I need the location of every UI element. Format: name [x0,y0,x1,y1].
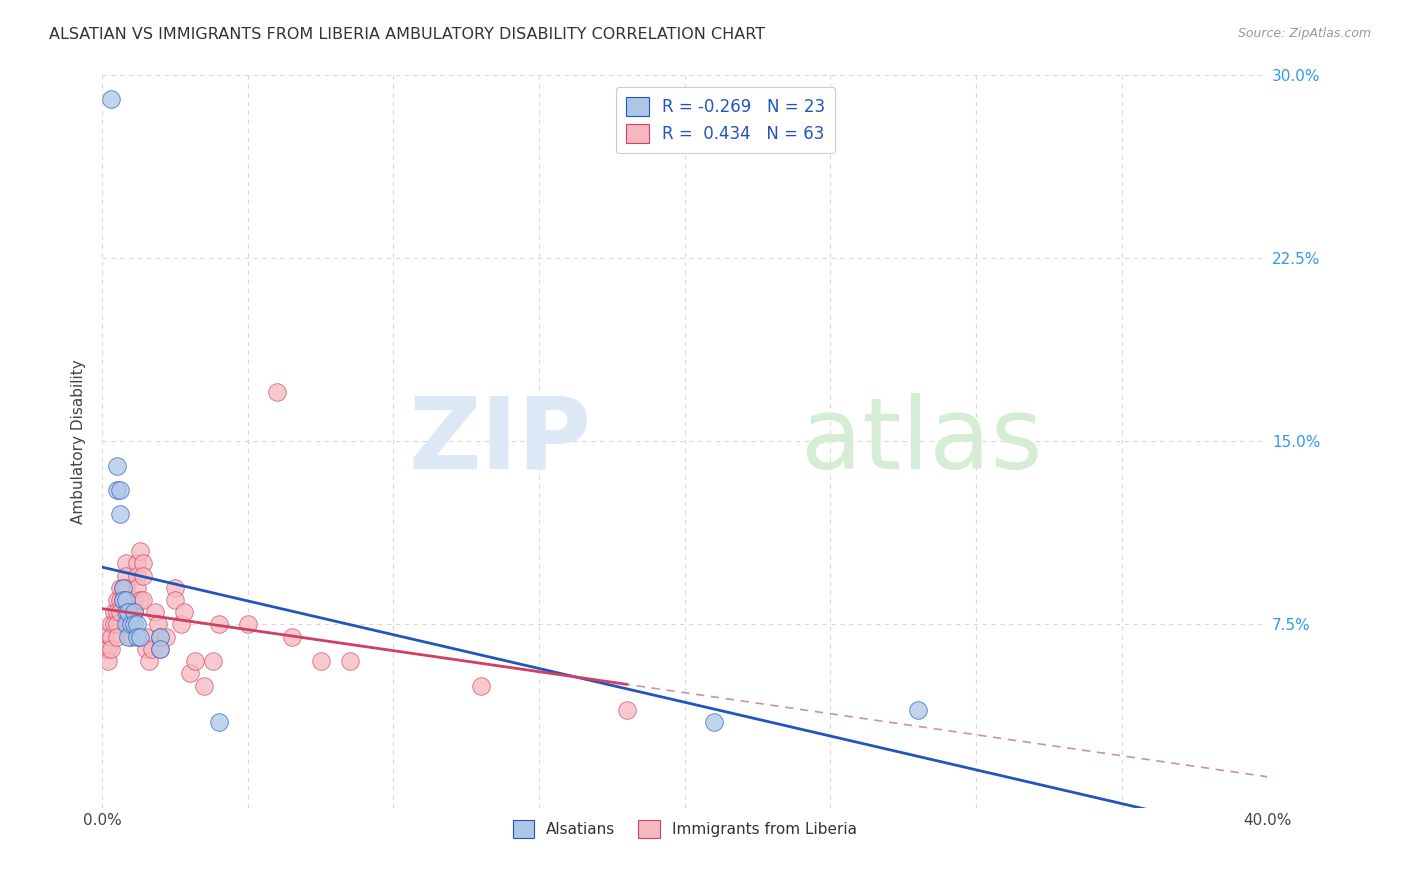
Point [208,617,231,632]
Point [208,715,231,730]
Point [149,630,172,644]
Point [108,593,131,607]
Point [111,581,134,595]
Point [114,617,136,632]
Point [105,617,128,632]
Point [266,385,288,400]
Point [141,641,163,656]
Point [193,679,215,693]
Point [108,483,131,497]
Point [146,617,169,632]
Text: ZIP: ZIP [409,392,592,490]
Point [127,568,149,582]
Point [163,581,186,595]
Point [108,508,131,522]
Point [280,630,302,644]
Point [155,630,177,644]
Point [149,641,172,656]
Text: atlas: atlas [801,392,1043,490]
Point [143,605,166,619]
Point [105,605,128,619]
Point [149,630,172,644]
Point [120,630,142,644]
Point [97,654,120,668]
Point [94,641,117,656]
Point [127,557,149,571]
Point [122,605,145,619]
Point [129,544,152,558]
Point [105,483,128,497]
Point [114,568,136,582]
Point [163,593,186,607]
Point [129,630,152,644]
Point [132,593,155,607]
Point [127,630,149,644]
Point [149,641,172,656]
Point [120,605,142,619]
Point [111,593,134,607]
Point [127,581,149,595]
Point [105,458,128,473]
Point [114,605,136,619]
Point [94,630,117,644]
Point [103,605,125,619]
Point [122,617,145,632]
Point [135,630,157,644]
Point [117,605,139,619]
Point [120,617,142,632]
Point [120,593,142,607]
Y-axis label: Ambulatory Disability: Ambulatory Disability [72,359,86,524]
Point [111,581,134,595]
Point [703,715,725,730]
Point [907,703,929,717]
Point [105,593,128,607]
Point [108,581,131,595]
Point [108,605,131,619]
Point [117,617,139,632]
Point [100,617,122,632]
Point [616,703,638,717]
Text: ALSATIAN VS IMMIGRANTS FROM LIBERIA AMBULATORY DISABILITY CORRELATION CHART: ALSATIAN VS IMMIGRANTS FROM LIBERIA AMBU… [49,27,765,42]
Point [122,593,145,607]
Point [122,605,145,619]
Point [470,679,492,693]
Point [184,654,207,668]
Point [100,630,122,644]
Point [132,568,155,582]
Point [135,641,157,656]
Point [111,593,134,607]
Point [97,641,120,656]
Point [114,593,136,607]
Point [103,617,125,632]
Point [100,641,122,656]
Point [309,654,332,668]
Point [236,617,259,632]
Point [173,605,195,619]
Point [120,617,142,632]
Point [117,605,139,619]
Point [179,666,201,681]
Point [339,654,361,668]
Point [114,581,136,595]
Point [138,654,160,668]
Point [129,593,152,607]
Point [105,630,128,644]
Point [114,557,136,571]
Point [201,654,224,668]
Point [117,630,139,644]
Point [117,593,139,607]
Text: Source: ZipAtlas.com: Source: ZipAtlas.com [1237,27,1371,40]
Point [132,557,155,571]
Legend: Alsatians, Immigrants from Liberia: Alsatians, Immigrants from Liberia [506,814,863,844]
Point [170,617,193,632]
Point [100,92,122,106]
Point [127,617,149,632]
